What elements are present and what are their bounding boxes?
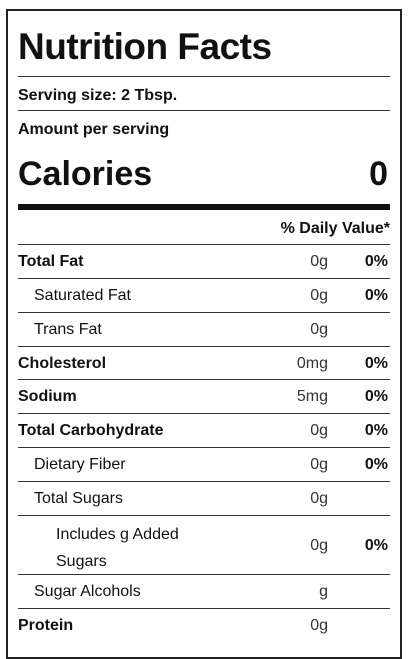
nutrient-daily-value: 0%: [364, 287, 388, 304]
nutrient-amount: 0g: [310, 287, 328, 304]
nutrient-daily-value: 0%: [364, 456, 388, 473]
nutrient-name: Cholesterol: [18, 355, 107, 372]
divider: [18, 76, 390, 77]
nutrient-row-saturated-fat: Saturated Fat 0g 0%: [18, 278, 390, 312]
nutrient-daily-value: 0%: [364, 388, 388, 405]
nutrient-name: Includes g Added Sugars: [56, 526, 179, 570]
nutrient-name: Total Sugars: [34, 490, 123, 507]
nutrient-amount: 0g: [310, 422, 328, 439]
nutrient-amount: 5mg: [296, 388, 328, 405]
nutrient-daily-value: 0%: [364, 537, 388, 554]
nutrient-row-protein: Protein 0g: [18, 608, 390, 642]
nutrient-row-trans-fat: Trans Fat 0g: [18, 312, 390, 346]
nutrient-name: Saturated Fat: [34, 287, 131, 304]
nutrient-row-dietary-fiber: Dietary Fiber 0g 0%: [18, 447, 390, 481]
nutrient-amount: 0mg: [296, 355, 328, 372]
nutrient-daily-value: 0%: [364, 422, 388, 439]
nutrient-amount: 0g: [310, 617, 328, 634]
nutrition-facts-panel: Nutrition Facts Serving size: 2 Tbsp. Am…: [6, 9, 402, 659]
label-title: Nutrition Facts: [18, 26, 272, 67]
nutrient-amount: 0g: [310, 456, 328, 473]
nutrient-amount: g: [319, 583, 328, 600]
nutrient-row-added-sugars: Includes g Added Sugars 0g 0%: [18, 515, 390, 574]
nutrient-amount: 0g: [310, 490, 328, 507]
nutrient-daily-value: 0%: [364, 253, 388, 270]
nutrient-amount: 0g: [310, 321, 328, 338]
nutrient-daily-value: 0%: [364, 355, 388, 372]
calories-label: Calories: [18, 155, 153, 193]
nutrient-row-total-fat: Total Fat 0g 0%: [18, 244, 390, 278]
nutrient-row-sugar-alcohols: Sugar Alcohols g: [18, 574, 390, 608]
amount-per-serving: Amount per serving: [18, 121, 170, 138]
nutrient-name: Sugar Alcohols: [34, 583, 141, 600]
nutrient-row-total-sugars: Total Sugars 0g: [18, 481, 390, 515]
nutrient-amount: 0g: [310, 537, 328, 554]
nutrient-row-sodium: Sodium 5mg 0%: [18, 379, 390, 413]
calories-value: 0: [369, 155, 388, 193]
nutrient-name: Total Carbohydrate: [18, 422, 164, 439]
nutrient-row-total-carbohydrate: Total Carbohydrate 0g 0%: [18, 413, 390, 447]
serving-size: Serving size: 2 Tbsp.: [18, 87, 178, 104]
divider: [18, 110, 390, 111]
nutrient-row-cholesterol: Cholesterol 0mg 0%: [18, 346, 390, 380]
nutrient-name: Protein: [18, 617, 74, 634]
nutrient-name: Sodium: [18, 388, 77, 405]
nutrient-name: Trans Fat: [34, 321, 102, 338]
thick-divider: [18, 204, 390, 210]
nutrient-amount: 0g: [310, 253, 328, 270]
nutrient-name: Dietary Fiber: [34, 456, 126, 473]
nutrient-name: Total Fat: [18, 253, 84, 270]
daily-value-header: % Daily Value*: [280, 220, 390, 237]
